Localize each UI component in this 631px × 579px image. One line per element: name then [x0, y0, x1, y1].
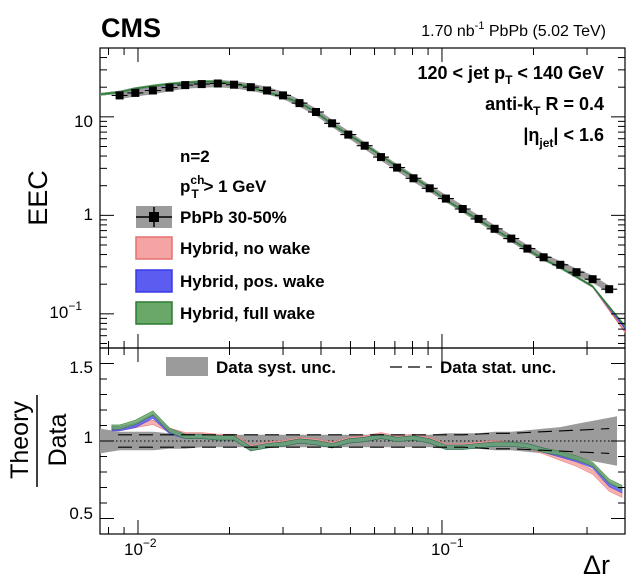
data-point — [197, 80, 206, 89]
bottom-ytick-1p5: 1.5 — [69, 358, 93, 377]
data-point — [115, 91, 124, 100]
data-point — [328, 119, 337, 128]
data-point — [441, 194, 450, 203]
data-point — [539, 253, 548, 262]
top-model-bands — [99, 79, 626, 334]
top-band-pos-wake — [100, 80, 625, 330]
top-line-pos-wake — [99, 81, 626, 329]
data-point — [507, 234, 516, 243]
ratio-stat-upper — [118, 428, 610, 436]
data-point — [572, 268, 581, 277]
ratio-ylabel-denominator: Data — [44, 414, 72, 467]
data-point — [490, 224, 499, 233]
top-data-points — [111, 79, 618, 294]
data-point — [344, 130, 353, 139]
top-line-no-wake — [99, 81, 626, 333]
bottom-ytick-1: 1 — [84, 428, 93, 447]
data-point — [588, 275, 597, 284]
ratio-band-full-wake — [111, 410, 623, 491]
top-ylabel: EEC — [23, 170, 53, 226]
data-point — [360, 141, 369, 150]
ratio-ylabel-numerator: Theory — [6, 401, 34, 479]
data-point — [312, 108, 320, 116]
legend-entry-full-wake: Hybrid, full wake — [135, 301, 315, 325]
selection-text: 120 < jet pT < 140 GeV anti-kT R = 0.4 |… — [418, 63, 604, 150]
xtick-0p01: 10−2 — [124, 536, 157, 559]
xlabel: Δr — [583, 550, 610, 579]
legend-label-no-wake: Hybrid, no wake — [180, 239, 310, 258]
data-point — [556, 260, 565, 269]
top-ytick-1: 1 — [84, 205, 93, 224]
data-point — [425, 184, 434, 193]
data-point — [474, 214, 483, 223]
top-ytick-10: 10 — [74, 112, 93, 131]
xtick-0p1: 10−1 — [431, 536, 464, 559]
data-point — [605, 285, 614, 294]
ratio-model-bands — [111, 410, 623, 498]
data-point — [165, 83, 174, 92]
ratio-legend-syst-label: Data syst. unc. — [216, 358, 336, 377]
data-point — [458, 205, 467, 213]
data-point — [181, 81, 190, 90]
top-band-full-wake — [100, 80, 625, 328]
legend-n: n=2 — [180, 147, 210, 166]
ratio-stat-lines — [118, 428, 610, 454]
legend: PbPb 30-50% Hybrid, no wake Hybrid, pos.… — [135, 206, 325, 325]
selection-algorithm: anti-kT R = 0.4 — [485, 94, 604, 118]
legend-entry-no-wake: Hybrid, no wake — [135, 236, 310, 260]
legend-label-full-wake: Hybrid, full wake — [180, 304, 315, 323]
data-point — [295, 99, 304, 108]
data-point — [213, 79, 222, 88]
experiment-label: CMS — [101, 13, 161, 43]
axis-ticks — [100, 47, 626, 535]
top-band-no-wake — [100, 80, 625, 334]
data-point — [131, 88, 140, 97]
selection-jetpt: 120 < jet pT < 140 GeV — [418, 63, 604, 87]
ratio-legend-stat-label: Data stat. unc. — [440, 358, 556, 377]
legend-label-pos-wake: Hybrid, pos. wake — [180, 272, 325, 291]
legend-label-data: PbPb 30-50% — [180, 208, 287, 227]
data-point — [263, 86, 272, 95]
top-ytick-0p1: 10−1 — [49, 299, 82, 322]
ratio-legend-syst-swatch — [166, 357, 208, 376]
legend-entry-data: PbPb 30-50% — [136, 206, 287, 228]
legend-ptch: pch T > 1 GeV — [180, 173, 267, 201]
bottom-ytick-0p5: 0.5 — [69, 504, 93, 523]
ratio-stat-lower — [118, 446, 610, 454]
ratio-ylabel: Theory Data — [6, 395, 72, 487]
data-point — [523, 244, 532, 253]
top-line-full-wake — [99, 80, 626, 327]
top-panel-frame — [99, 47, 626, 349]
data-point — [377, 153, 385, 162]
ratio-legend: Data syst. unc. Data stat. unc. — [166, 357, 556, 377]
luminosity-label: 1.70 nb-1 PbPb (5.02 TeV) — [421, 20, 606, 40]
data-point — [409, 174, 418, 183]
data-point — [246, 83, 255, 92]
data-point — [279, 91, 287, 100]
data-point — [230, 80, 238, 89]
data-point — [148, 86, 157, 95]
data-point — [393, 163, 402, 172]
legend-entry-pos-wake: Hybrid, pos. wake — [135, 269, 325, 293]
selection-eta: |ηjet| < 1.6 — [523, 125, 604, 150]
